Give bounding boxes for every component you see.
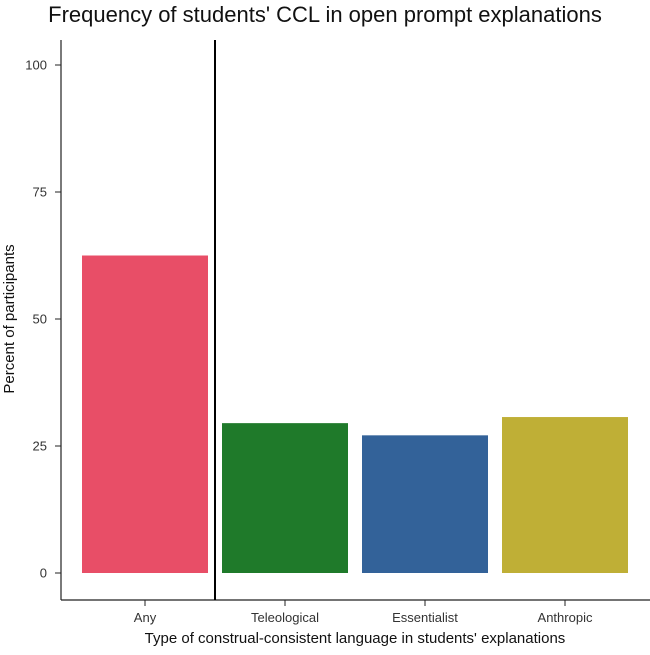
x-ticks: Any Teleological Essentialist Anthropic	[134, 600, 593, 625]
bar-any	[82, 255, 208, 573]
chart-title: Frequency of students' CCL in open promp…	[48, 2, 602, 27]
x-tick-label: Teleological	[251, 610, 319, 625]
y-tick-label: 75	[33, 185, 47, 200]
y-axis-label: Percent of participants	[1, 244, 18, 393]
bars	[82, 255, 628, 573]
y-ticks: 0 25 50 75 100	[25, 58, 61, 581]
bar-anthropic	[502, 417, 628, 573]
x-tick-label: Anthropic	[538, 610, 593, 625]
y-tick-label: 100	[25, 58, 47, 73]
y-tick-label: 0	[40, 566, 47, 581]
y-tick-label: 50	[33, 312, 47, 327]
bar-essentialist	[362, 435, 488, 573]
x-tick-label: Any	[134, 610, 157, 625]
x-axis-label: Type of construal-consistent language in…	[145, 630, 566, 647]
y-tick-label: 25	[33, 439, 47, 454]
x-tick-label: Essentialist	[392, 610, 458, 625]
bar-teleological	[222, 423, 348, 573]
